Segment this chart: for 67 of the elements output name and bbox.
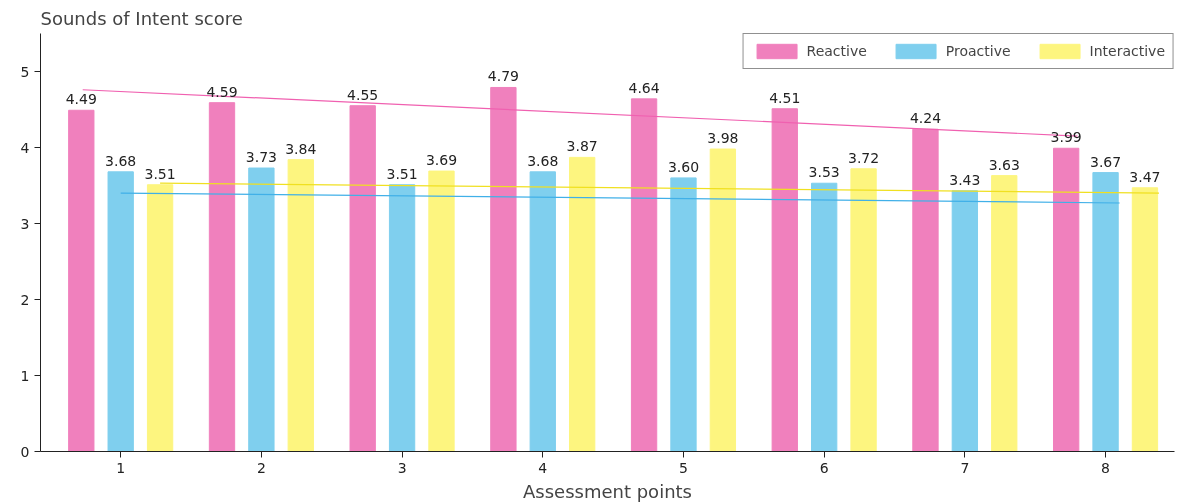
bar bbox=[569, 156, 596, 452]
legend-label: Interactive bbox=[1089, 43, 1165, 59]
data-label: 3.84 bbox=[285, 140, 317, 157]
y-tick-label: 3 bbox=[20, 215, 30, 232]
data-label: 4.51 bbox=[769, 89, 801, 106]
data-label: 4.55 bbox=[347, 86, 379, 103]
data-label: 3.63 bbox=[988, 156, 1020, 173]
data-label: 3.53 bbox=[808, 164, 840, 181]
bar bbox=[68, 109, 95, 452]
bar bbox=[670, 177, 697, 452]
x-tick-label: 6 bbox=[819, 459, 829, 476]
bar bbox=[287, 159, 314, 452]
x-tick-label: 5 bbox=[679, 459, 688, 476]
y-tick-label: 1 bbox=[20, 367, 30, 384]
y-tick-label: 2 bbox=[20, 291, 30, 308]
data-label: 3.47 bbox=[1129, 168, 1161, 185]
bar bbox=[208, 102, 236, 452]
data-label: 4.64 bbox=[628, 79, 660, 96]
bar bbox=[146, 184, 174, 452]
y-axis-title: Sounds of Intent score bbox=[40, 7, 243, 29]
bar bbox=[811, 182, 838, 452]
bar bbox=[248, 167, 275, 452]
bar bbox=[107, 171, 134, 452]
x-tick-label: 4 bbox=[538, 459, 548, 476]
data-label: 3.43 bbox=[949, 171, 981, 188]
data-label: 3.87 bbox=[566, 138, 598, 155]
legend-label: Proactive bbox=[945, 43, 1011, 59]
data-label: 3.68 bbox=[105, 152, 137, 169]
data-label: 3.60 bbox=[667, 158, 700, 175]
bar bbox=[388, 184, 416, 452]
bar bbox=[709, 148, 737, 452]
y-tick-label: 0 bbox=[20, 443, 30, 460]
data-label: 4.24 bbox=[909, 110, 942, 127]
bar bbox=[850, 168, 877, 452]
x-tick-label: 3 bbox=[397, 459, 407, 476]
data-label: 3.73 bbox=[245, 149, 277, 166]
bar bbox=[771, 108, 798, 452]
bar bbox=[428, 170, 455, 452]
x-tick-label: 7 bbox=[960, 459, 970, 476]
data-label: 4.59 bbox=[206, 83, 238, 100]
x-tick-label: 8 bbox=[1101, 459, 1111, 476]
y-tick-label: 4 bbox=[20, 139, 30, 156]
x-tick-label: 2 bbox=[256, 459, 266, 476]
bar bbox=[1092, 172, 1119, 452]
data-label: 3.51 bbox=[386, 165, 418, 182]
bar bbox=[991, 175, 1018, 452]
bar bbox=[1131, 187, 1159, 452]
bar bbox=[529, 171, 556, 452]
data-label: 4.49 bbox=[65, 91, 97, 108]
bar bbox=[630, 98, 658, 452]
x-tick-label: 1 bbox=[116, 459, 126, 476]
data-label: 4.79 bbox=[487, 68, 519, 85]
x-axis-title: Assessment points bbox=[523, 480, 692, 502]
data-label: 3.98 bbox=[707, 130, 739, 147]
data-label: 3.69 bbox=[425, 152, 458, 169]
bar bbox=[951, 190, 979, 452]
bar bbox=[912, 128, 939, 452]
y-tick-label: 5 bbox=[20, 63, 30, 80]
bar bbox=[1053, 147, 1080, 452]
data-label: 3.72 bbox=[847, 149, 880, 166]
bar bbox=[349, 105, 376, 452]
data-label: 3.99 bbox=[1050, 129, 1082, 146]
bar bbox=[490, 86, 517, 452]
legend-label: Reactive bbox=[806, 43, 867, 59]
data-label: 3.67 bbox=[1089, 153, 1122, 170]
data-label: 3.51 bbox=[144, 165, 176, 182]
data-label: 3.68 bbox=[527, 152, 559, 169]
